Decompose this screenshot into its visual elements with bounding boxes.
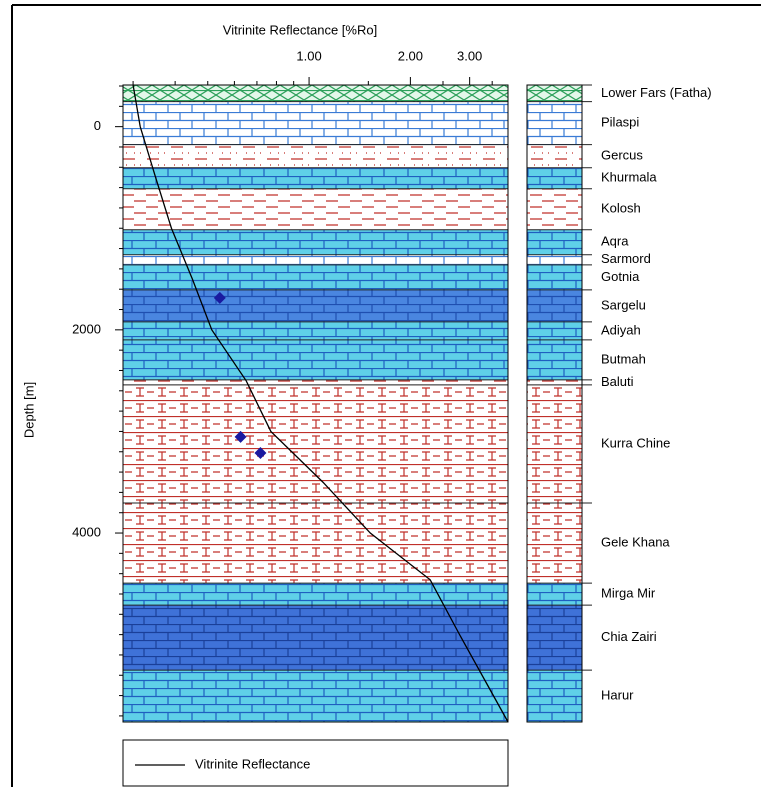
formation-label: Sargelu [601, 297, 646, 312]
y-tick-label: 0 [94, 118, 101, 133]
formation-label: Aqra [601, 234, 629, 249]
formation-band [123, 168, 508, 189]
formation-band [123, 385, 508, 503]
formation-band [123, 265, 508, 290]
lithology-cell [527, 102, 582, 145]
formation-band [123, 503, 508, 583]
formation-band [123, 85, 508, 102]
formation-label: Kolosh [601, 201, 641, 216]
formation-band [123, 380, 508, 385]
lithology-cell [527, 290, 582, 322]
lithology-cell [527, 145, 582, 168]
legend-box [123, 740, 508, 786]
y-axis-title: Depth [m] [21, 382, 36, 438]
formation-label: Chia Zairi [601, 629, 657, 644]
lithology-cell [527, 385, 582, 503]
formation-label: Lower Fars (Fatha) [601, 85, 712, 100]
formation-label: Butmah [601, 351, 646, 366]
formation-band [123, 255, 508, 265]
lithology-cell [527, 670, 582, 722]
legend-label: Vitrinite Reflectance [195, 756, 310, 771]
formation-label: Harur [601, 688, 634, 703]
formation-label: Sarmord [601, 251, 651, 266]
formation-band [123, 605, 508, 670]
lithology-cell [527, 255, 582, 265]
chart: Vitrinite Reflectance [%Ro] Depth [m] Lo… [0, 0, 761, 787]
formation-label: Gele Khana [601, 534, 670, 549]
formation-band [123, 102, 508, 145]
lithology-cell [527, 322, 582, 340]
formation-band [123, 189, 508, 230]
x-tick-label: 3.00 [457, 48, 482, 63]
formation-label: Baluti [601, 374, 634, 389]
lithology-cell [527, 189, 582, 230]
formation-label: Adiyah [601, 322, 641, 337]
lithology-cell [527, 230, 582, 255]
formation-band [123, 290, 508, 322]
formation-label: Kurra Chine [601, 435, 670, 450]
formation-band [123, 670, 508, 722]
lithology-cell [527, 605, 582, 670]
y-tick-label: 4000 [72, 524, 101, 539]
x-axis-title: Vitrinite Reflectance [%Ro] [223, 22, 377, 37]
y-tick-label: 2000 [72, 321, 101, 336]
lithology-cell [527, 85, 582, 102]
lithology-cell [527, 168, 582, 189]
lithology-cell [527, 583, 582, 605]
formation-band [123, 583, 508, 605]
x-tick-label: 2.00 [398, 48, 423, 63]
lithology-cell [527, 503, 582, 583]
formation-label: Gotnia [601, 269, 640, 284]
formation-label: Gercus [601, 148, 643, 163]
formation-label: Mirga Mir [601, 586, 656, 601]
formation-label: Pilaspi [601, 115, 639, 130]
formation-band [123, 340, 508, 380]
formation-band [123, 322, 508, 340]
lithology-cell [527, 380, 582, 385]
x-tick-label: 1.00 [296, 48, 321, 63]
lithology-cell [527, 265, 582, 290]
formation-label: Khurmala [601, 170, 657, 185]
formation-band [123, 145, 508, 168]
lithology-cell [527, 340, 582, 380]
